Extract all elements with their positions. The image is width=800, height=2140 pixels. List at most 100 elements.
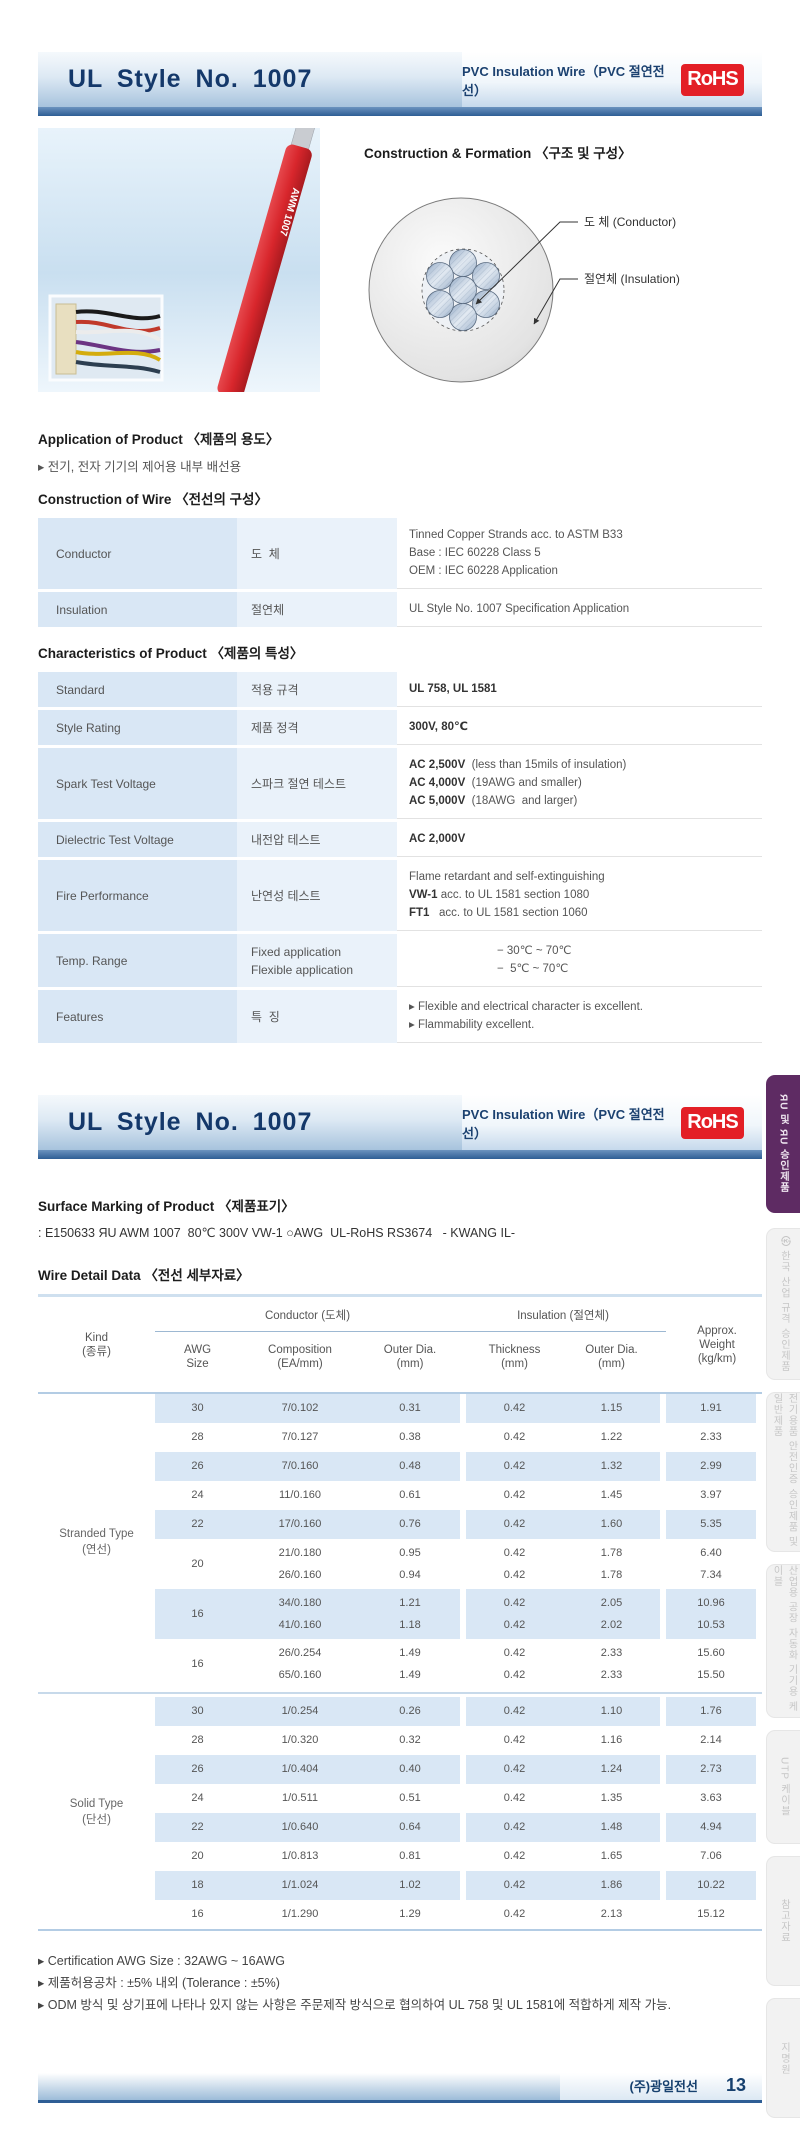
- page-subtitle: PVC Insulation Wire（PVC 절연전선）: [462, 63, 665, 98]
- ins-outer-dia-cell: 1.24: [563, 1755, 660, 1784]
- header-bar: UL Style No. 1007 PVC Insulation Wire（PV…: [38, 52, 762, 116]
- kind-label: Solid Type (단선): [38, 1694, 155, 1929]
- sub-column-header-line: (EA/mm): [277, 1358, 323, 1370]
- side-tab: 지명원: [766, 1998, 800, 2118]
- table-row: 18 1/1.024 1.02 0.42 1.86 10.22: [38, 1871, 762, 1900]
- outer-dia-cell-value: 1.49: [399, 1647, 421, 1659]
- weight-cells: 3.63: [666, 1784, 756, 1813]
- spec-row: Features 특 징 ▸ Flexible and electrical cha…: [38, 990, 762, 1043]
- spec-value-text: ▸ Flammability excellent.: [409, 1019, 535, 1031]
- side-tab: 전기용품 안전인증 승인제품 및 일반제품: [766, 1392, 800, 1552]
- kind-label-line: Solid Type: [69, 1797, 124, 1810]
- weight-cells: 2.73: [666, 1755, 756, 1784]
- spec-value-line: Tinned Copper Strands acc. to ASTM B33: [409, 526, 762, 544]
- composition-cell: 17/0.160: [240, 1510, 360, 1539]
- thickness-cell: 0.42: [466, 1510, 563, 1539]
- weight-value: 15.60: [697, 1647, 725, 1659]
- outer-dia-cell-value: 1.02: [399, 1879, 421, 1891]
- ins-outer-dia-cell: 1.45: [563, 1481, 660, 1510]
- spec-value-text: − 30℃ ~ 70℃: [497, 945, 572, 957]
- thickness-cell-value: 0.42: [503, 1821, 526, 1833]
- kind-label-line: Stranded Type: [59, 1527, 134, 1540]
- conductor-cells: 22 1/0.640 0.64: [155, 1813, 460, 1842]
- ins-outer-dia-cell-value: 2.33: [600, 1647, 623, 1659]
- weight-cells: 3.97: [666, 1481, 756, 1510]
- table-row: 30 1/0.254 0.26 0.42 1.10 1.76: [38, 1697, 762, 1726]
- ins-outer-dia-cell-value: 2.33: [600, 1669, 623, 1681]
- outer-dia-cell: 0.26: [360, 1697, 460, 1726]
- weight-cells: 10.22: [666, 1871, 756, 1900]
- spec-value-text: Base : IEC 60228 Class 5: [409, 547, 541, 559]
- thickness-cell: 0.42: [466, 1900, 563, 1929]
- page-title: UL Style No. 1007: [68, 65, 313, 93]
- outer-dia-cell-value: 1.18: [399, 1619, 421, 1631]
- header-strip: [38, 107, 762, 116]
- insulation-pointer-line: [533, 278, 578, 325]
- thickness-cell-value: 0.42: [503, 1402, 526, 1414]
- sub-column-header-line: (mm): [501, 1358, 528, 1370]
- composition-cell: 26/0.254 65/0.160: [240, 1639, 360, 1689]
- outer-dia-cell: 0.40: [360, 1755, 460, 1784]
- spec-value-text: OEM : IEC 60228 Application: [409, 565, 558, 577]
- note-item: ▸ 제품허용공차 : ±5% 내외 (Tolerance : ±5%): [38, 1976, 280, 1990]
- weight-value: 4.94: [700, 1821, 722, 1833]
- spec-value-line: VW-1 acc. to UL 1581 section 1080: [409, 886, 762, 904]
- footer-bar: (주)광일전선 13: [38, 2070, 762, 2100]
- spec-value-text: (18AWG and larger): [465, 795, 578, 807]
- ins-outer-dia-cell-value: 1.35: [600, 1792, 623, 1804]
- ins-outer-dia-cell: 1.35: [563, 1784, 660, 1813]
- weight-value: 7.34: [700, 1569, 722, 1581]
- detail-table-header: Kind (종류) Conductor (도체) Insulation (절연체)…: [38, 1297, 762, 1392]
- spec-sublabel-line: 난연성 테스트: [251, 888, 321, 903]
- composition-cell: 21/0.180 26/0.160: [240, 1539, 360, 1589]
- weight-cells: 15.12: [666, 1900, 756, 1929]
- spec-value-line: Base : IEC 60228 Class 5: [409, 544, 762, 562]
- construction-section: Construction of Wire 〈전선의 구성〉 Conductor 도…: [38, 488, 762, 630]
- spec-value-line: FT1 acc. to UL 1581 section 1060: [409, 904, 762, 922]
- composition-cell: 7/0.160: [240, 1452, 360, 1481]
- spec-value-text: Flame retardant and self-extinguishing: [409, 871, 605, 883]
- table-row: 16 1/1.290 1.29 0.42 2.13 15.12: [38, 1900, 762, 1929]
- outer-dia-cell: 0.31: [360, 1394, 460, 1423]
- conductor-cells: 20 1/0.813 0.81: [155, 1842, 460, 1871]
- awg-value: 26: [191, 1460, 204, 1472]
- spec-sublabel: 절연체: [237, 592, 397, 627]
- composition-cell-value: 26/0.254: [278, 1647, 322, 1659]
- outer-dia-cell: 1.21 1.18: [360, 1589, 460, 1639]
- thickness-cell: 0.42: [466, 1394, 563, 1423]
- spec-value-text: ▸ Flexible and electrical character is e…: [409, 1001, 643, 1013]
- awg-cell: 16: [155, 1589, 240, 1639]
- header2-title-block: UL Style No. 1007: [38, 1095, 462, 1150]
- spec-sublabel: 도 체: [237, 518, 397, 589]
- spec-label: Dielectric Test Voltage: [38, 822, 237, 857]
- spec-value-text: acc. to UL 1581 section 1080: [437, 889, 590, 901]
- conductor-cells: 16 1/1.290 1.29: [155, 1900, 460, 1929]
- weight-cell: 3.97: [666, 1481, 756, 1510]
- spec-value: Flame retardant and self-extinguishing VW…: [397, 860, 762, 931]
- weight-cell: 2.73: [666, 1755, 756, 1784]
- ins-outer-dia-cell: 1.10: [563, 1697, 660, 1726]
- spec-value-line: UL Style No. 1007 Specification Applicat…: [409, 600, 762, 618]
- thickness-cell-value: 0.42: [503, 1792, 526, 1804]
- composition-cell-value: 1/0.640: [281, 1821, 319, 1833]
- header-title-block: UL Style No. 1007: [38, 52, 462, 107]
- composition-cell: 1/0.640: [240, 1813, 360, 1842]
- outer-dia-cell-value: 1.21: [399, 1597, 421, 1609]
- detail-section: 30 7/0.102 0.31 0.42 1.15 1.91 28 7/0.127 0.38 0.…: [38, 1394, 762, 1689]
- awg-cell: 20: [155, 1842, 240, 1871]
- awg-cell: 24: [155, 1481, 240, 1510]
- application-title: Application of Product 〈제품의 용도〉: [38, 432, 280, 447]
- spec-value-text: (19AWG and smaller): [465, 777, 582, 789]
- ins-outer-dia-cell: 2.33 2.33: [563, 1639, 660, 1689]
- spec-row: Style Rating 제품 정격 300V, 80℃: [38, 710, 762, 745]
- ins-outer-dia-cell-value: 1.48: [600, 1821, 623, 1833]
- outer-dia-cell-value: 0.32: [399, 1734, 421, 1746]
- composition-cell-value: 1/0.511: [282, 1792, 318, 1804]
- spec-sublabel-line: 도 체: [251, 546, 280, 561]
- table-row: 28 1/0.320 0.32 0.42 1.16 2.14: [38, 1726, 762, 1755]
- characteristics-title: Characteristics of Product 〈제품의 특성〉: [38, 646, 304, 661]
- composition-cell: 1/0.320: [240, 1726, 360, 1755]
- sub-column-header: Composition (EA/mm): [240, 1343, 360, 1371]
- sub-column-header-line: (mm): [396, 1358, 424, 1370]
- header-bar-2: UL Style No. 1007 PVC Insulation Wire（PV…: [38, 1095, 762, 1159]
